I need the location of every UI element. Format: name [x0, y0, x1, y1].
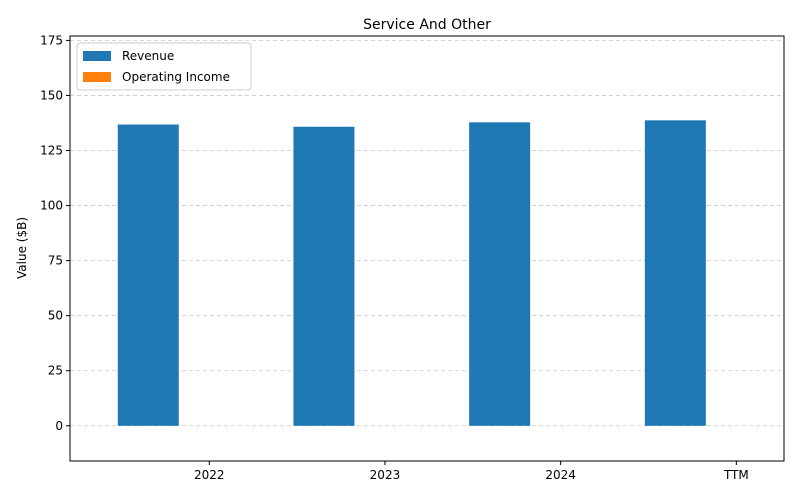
y-tick-label: 175: [40, 33, 63, 47]
y-axis: 0 25 50 75 100 125 150 175: [40, 33, 70, 433]
x-tick-label: 2024: [545, 468, 576, 482]
legend-swatch-revenue: [83, 51, 111, 61]
y-tick-label: 125: [40, 144, 63, 158]
legend: Revenue Operating Income: [76, 42, 252, 91]
legend-label-revenue: Revenue: [122, 49, 174, 63]
y-tick-label: 25: [48, 364, 63, 378]
x-tick-label: 2022: [194, 468, 225, 482]
legend-label-operating-income: Operating Income: [122, 70, 230, 84]
bar-revenue-2022: [117, 124, 179, 426]
y-axis-label: Value ($B): [15, 217, 29, 279]
x-tick-label: 2023: [370, 468, 401, 482]
bars: [117, 120, 706, 426]
grid: [70, 40, 784, 427]
y-tick-label: 0: [55, 419, 63, 433]
bar-revenue-ttm: [644, 120, 706, 426]
x-tick-label: TTM: [723, 468, 749, 482]
legend-swatch-operating-income: [83, 72, 111, 82]
bar-revenue-2023: [293, 126, 355, 426]
legend-box: [76, 42, 252, 91]
chart-title: Service And Other: [363, 17, 491, 33]
y-tick-label: 50: [48, 309, 63, 323]
plot-frame: [69, 35, 785, 462]
y-tick-label: 75: [48, 254, 63, 268]
bar-revenue-2024: [469, 122, 531, 426]
x-axis: 2022 2023 2024 TTM: [194, 461, 749, 482]
y-tick-label: 100: [40, 199, 63, 213]
y-tick-label: 150: [40, 88, 63, 102]
